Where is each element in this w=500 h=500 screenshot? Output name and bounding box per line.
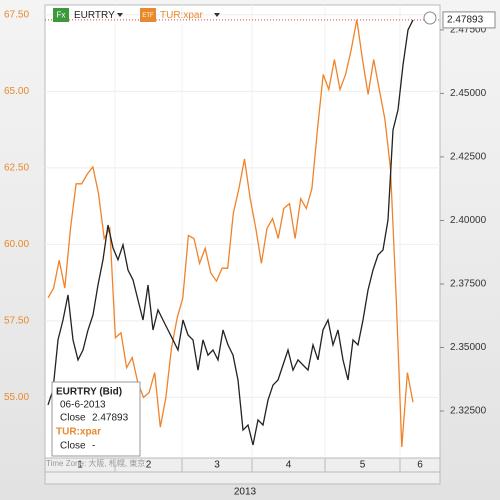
y2-tick-label: 2.47500 [450,25,487,36]
legend-icon [140,8,156,22]
year-label: 2013 [234,487,257,498]
x-axis-strip [44,457,441,485]
legend-icon [53,8,69,22]
tooltip: EURTRY (Bid) 06-6-2013 Close 2.47893 TUR… [51,381,141,457]
labels: 55.00 57.50 60.00 62.50 65.00 67.50 2.32500 2.3… [4,9,496,471]
lines [45,19,440,448]
y2-tick-label: 2.42500 [450,152,487,163]
y2-tick-label: 2.40000 [450,215,487,226]
x-tick-label: 3 [214,460,220,471]
y2-tick-label: 2.37500 [450,279,487,290]
x-tick-label: 6 [417,460,423,471]
clock-icon[interactable] [423,11,437,25]
series-line [47,19,414,446]
y2-tick-label: 2.35000 [450,342,487,353]
tooltip-value: 2.47893 [92,413,129,424]
x-tick-label: 5 [360,460,366,471]
y2-tick-label: 2.32500 [450,406,487,417]
legend-dropdown[interactable] [117,13,123,17]
y-tick-label: 62.50 [4,162,29,173]
time-zone: Time Zone: 大阪, 札幌, 東京 [46,458,145,468]
legend-dropdown[interactable] [214,13,220,17]
y-tick-label: 60.00 [4,239,29,250]
x-tick-label: 2 [146,460,152,471]
x-tick-label: 4 [286,460,292,471]
y-tick-label: 55.00 [4,392,29,403]
tooltip-key: Close [60,413,86,424]
last-value-box [442,11,496,29]
y-tick-label: 57.50 [4,316,29,327]
y-tick-label: 65.00 [4,86,29,97]
legend-icon-text: Fx [57,11,66,20]
tooltip-box [51,381,141,457]
legend-label: TUR:xpar [160,10,203,21]
tooltip-title: TUR:xpar [56,427,101,438]
y2-tick-label: 2.45000 [450,88,487,99]
legend-label: EURTRY [74,10,115,21]
tooltip-key: Close [60,441,86,452]
tooltip-value: - [92,441,95,452]
y-tick-label: 67.50 [4,9,29,20]
legend: Fx EURTRY ETF TUR:xpar [53,8,220,22]
last-value-label: 2.47893 [447,15,484,26]
x-tick-label: 1 [77,460,83,471]
tooltip-title: EURTRY (Bid) [56,387,122,398]
legend-icon-text: ETF [142,13,154,19]
tooltip-date: 06-6-2013 [60,400,106,411]
